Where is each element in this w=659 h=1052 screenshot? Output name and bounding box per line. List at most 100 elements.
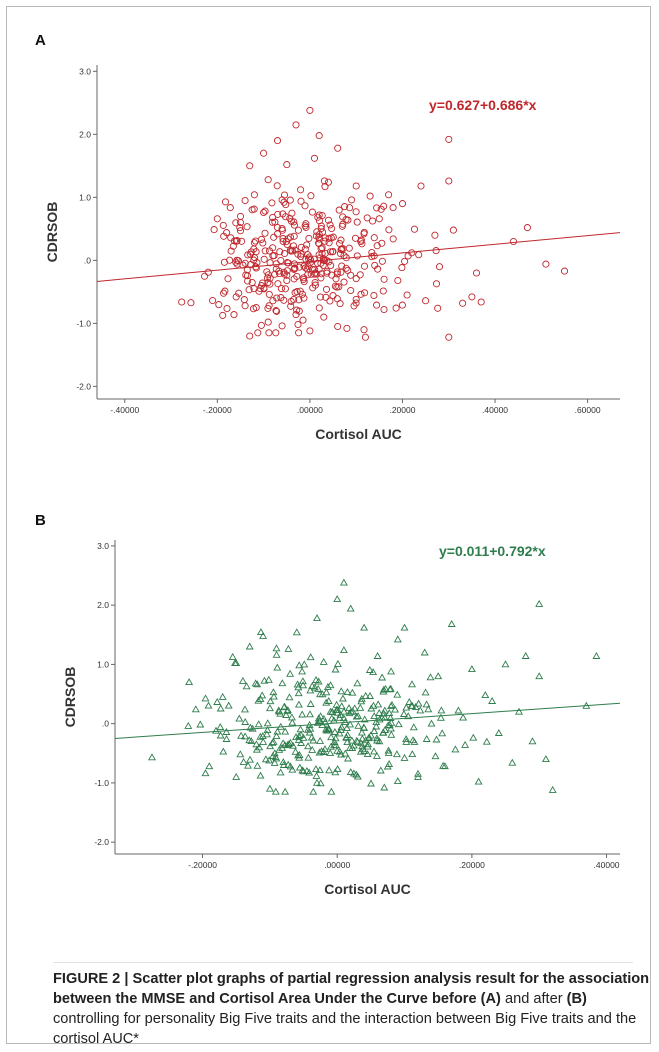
- data-point: [352, 275, 360, 283]
- data-point: [240, 296, 248, 304]
- data-point: [346, 604, 355, 612]
- data-point: [293, 272, 301, 280]
- y-tick-label: 1.0: [79, 192, 91, 202]
- y-tick-label: -2.0: [94, 837, 109, 847]
- data-point: [393, 635, 402, 643]
- data-point: [270, 749, 279, 757]
- data-point: [366, 691, 374, 699]
- data-point: [241, 259, 249, 267]
- data-point: [235, 289, 243, 297]
- data-point: [232, 237, 241, 245]
- data-point: [345, 709, 354, 717]
- x-axis-label: Cortisol AUC: [324, 881, 411, 897]
- data-point: [387, 718, 396, 726]
- data-point: [337, 236, 345, 244]
- data-point: [320, 177, 328, 185]
- caption-mid: and after: [500, 991, 567, 1007]
- data-point: [347, 286, 355, 295]
- data-point: [387, 730, 396, 738]
- data-points: [148, 578, 601, 795]
- data-point: [352, 712, 361, 720]
- data-point: [321, 718, 330, 726]
- data-point: [319, 228, 327, 236]
- x-tick-label: -.40000: [110, 405, 139, 415]
- data-point: [276, 768, 285, 776]
- data-point: [275, 269, 284, 278]
- data-point: [370, 234, 378, 242]
- data-point: [373, 301, 381, 309]
- data-point: [360, 715, 369, 723]
- data-point: [311, 765, 320, 773]
- data-point: [369, 668, 378, 676]
- data-point: [367, 779, 375, 787]
- data-point: [333, 283, 341, 291]
- data-point: [409, 736, 417, 744]
- data-point: [372, 722, 381, 730]
- data-point: [295, 732, 304, 740]
- data-point: [307, 192, 315, 200]
- data-point: [245, 642, 254, 650]
- data-point: [235, 714, 244, 722]
- data-point: [398, 301, 406, 309]
- data-point: [358, 240, 366, 248]
- figure-caption: FIGURE 2 | Scatter plot graphs of partia…: [53, 969, 653, 1049]
- data-point: [381, 684, 390, 692]
- data-point: [542, 260, 550, 268]
- data-point: [348, 196, 356, 204]
- data-point: [494, 728, 503, 736]
- data-point: [343, 324, 351, 332]
- data-point: [316, 736, 325, 744]
- data-point: [347, 707, 356, 715]
- data-point: [342, 264, 350, 272]
- y-tick-label: 2.0: [79, 129, 91, 139]
- data-point: [324, 178, 332, 186]
- data-point: [324, 216, 333, 224]
- data-point: [416, 706, 425, 714]
- data-point: [417, 182, 425, 190]
- data-point: [185, 678, 194, 686]
- data-point: [191, 705, 200, 713]
- data-point: [398, 200, 407, 208]
- data-point: [392, 750, 401, 758]
- data-point: [273, 294, 281, 302]
- data-point: [224, 275, 232, 283]
- data-point: [322, 688, 331, 696]
- data-point: [259, 631, 268, 639]
- data-point: [327, 733, 336, 741]
- data-point: [232, 293, 240, 301]
- data-point: [387, 702, 395, 710]
- data-point: [297, 186, 305, 194]
- data-point: [431, 752, 440, 760]
- chart-b: B 3.0 2.0 1.0 .0 -1.0 -2.0 -.20000 .00000 .20000…: [35, 512, 621, 897]
- data-point: [226, 204, 234, 212]
- data-point: [343, 688, 352, 696]
- data-point: [219, 747, 228, 755]
- data-point: [299, 316, 307, 324]
- data-point: [271, 270, 279, 278]
- data-point: [373, 242, 381, 250]
- data-point: [373, 651, 382, 659]
- data-point: [374, 700, 383, 708]
- data-point: [297, 252, 305, 261]
- data-point: [341, 718, 350, 726]
- data-point: [389, 235, 397, 243]
- data-point: [264, 318, 272, 326]
- data-point: [244, 761, 252, 769]
- data-point: [277, 284, 285, 293]
- data-point: [219, 221, 227, 229]
- x-tick-label: .20000: [459, 860, 485, 870]
- data-point: [326, 221, 334, 229]
- data-point: [219, 311, 227, 319]
- data-point: [353, 218, 361, 226]
- data-point: [268, 738, 277, 746]
- data-point: [361, 333, 369, 341]
- data-point: [275, 745, 284, 753]
- data-point: [229, 242, 237, 250]
- data-point: [257, 235, 266, 243]
- data-point: [339, 714, 348, 722]
- data-point: [365, 665, 374, 673]
- data-point: [266, 280, 274, 288]
- data-point: [298, 710, 307, 718]
- data-point: [325, 766, 334, 774]
- data-point: [272, 650, 281, 658]
